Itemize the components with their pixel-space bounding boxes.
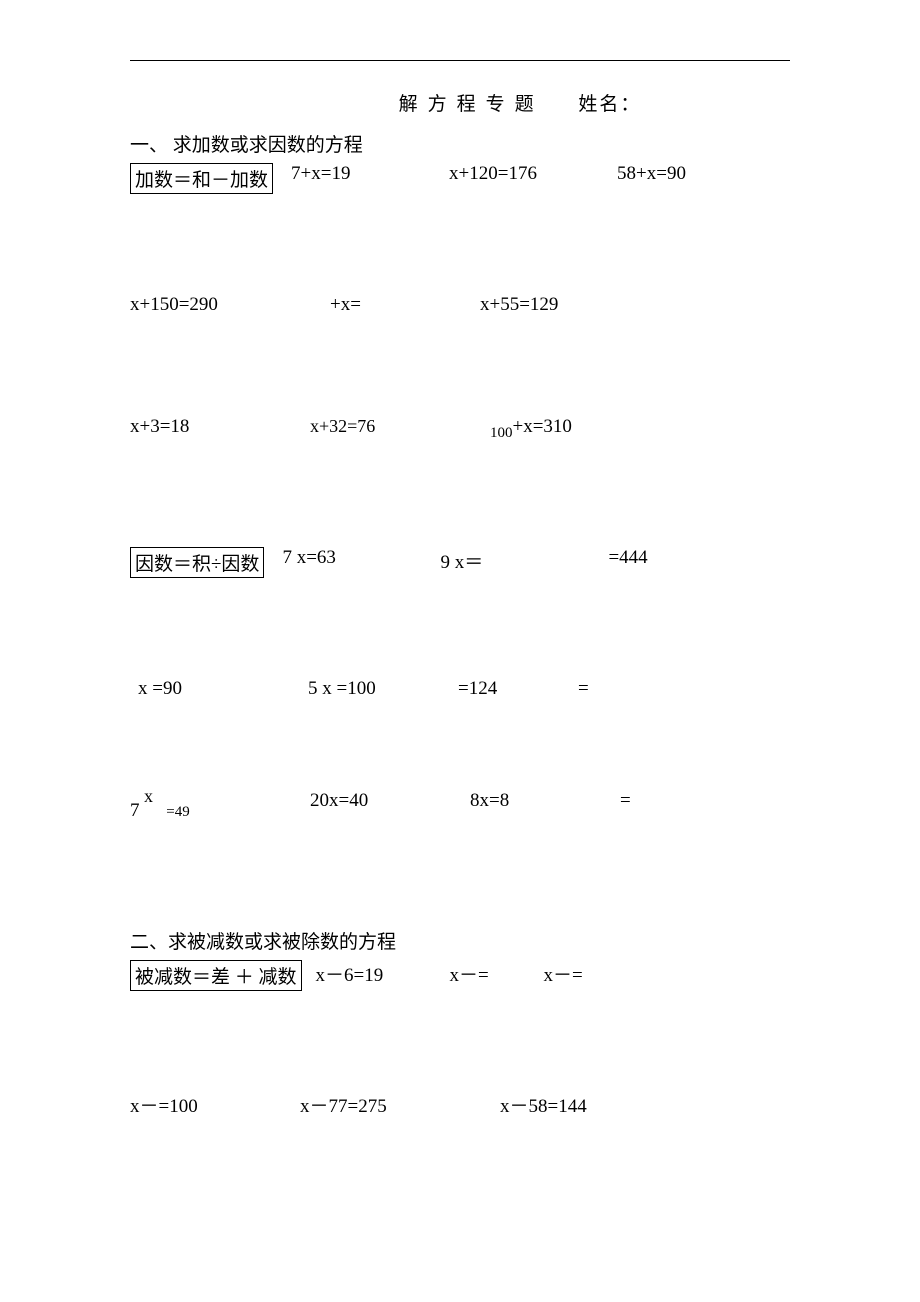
eq-prefix: 100 — [490, 425, 513, 441]
eq: 8x=8 — [470, 790, 620, 822]
eq-49: =49 — [166, 804, 189, 820]
eq: x－77=275 — [300, 1091, 500, 1118]
eq: x+120=176 — [449, 163, 599, 185]
document-page: 解方程专题 姓名： 一、 求加数或求因数的方程 加数＝和－加数 7+x=19 x… — [0, 0, 920, 1118]
rule3-row: 被减数＝差 ＋ 减数 x－6=19 x－= x－= — [130, 960, 790, 991]
top-rule — [130, 60, 790, 61]
eq: 58+x=90 — [617, 163, 686, 185]
eq: x+3=18 — [130, 416, 310, 442]
section1-heading: 一、 求加数或求因数的方程 — [130, 130, 790, 157]
eq: x－6=19 — [316, 960, 436, 987]
eq: 100+x=310 — [490, 416, 572, 442]
eq: 9 x＝ — [440, 547, 590, 574]
eq: x+32=76 — [310, 416, 490, 442]
eq-x: x — [144, 786, 153, 807]
rule2-box: 因数＝积÷因数 — [130, 547, 264, 578]
title-row: 解方程专题 姓名： — [130, 89, 790, 116]
rule2-row: 因数＝积÷因数 7 x=63 9 x＝ =444 — [130, 547, 790, 578]
eq-7: 7 — [130, 800, 140, 821]
eq: 7+x=19 — [291, 163, 431, 185]
rule1-row: 加数＝和－加数 7+x=19 x+120=176 58+x=90 — [130, 163, 790, 194]
eq-suffix: +x=310 — [513, 416, 572, 437]
eq: 5 x =100 — [308, 678, 458, 700]
section2-heading: 二、求被减数或求被除数的方程 — [130, 927, 790, 954]
eq: x+55=129 — [480, 294, 558, 316]
eq-row: x+150=290 +x= x+55=129 — [130, 294, 790, 316]
eq: =444 — [608, 547, 647, 569]
rule1-box: 加数＝和－加数 — [130, 163, 273, 194]
eq: x+150=290 — [130, 294, 330, 316]
rule3-box: 被减数＝差 ＋ 减数 — [130, 960, 302, 991]
eq: x－= — [544, 960, 583, 987]
eq: 20x=40 — [310, 790, 470, 822]
eq: x－= — [450, 960, 530, 987]
eq: +x= — [330, 294, 480, 316]
name-label: 姓名： — [578, 94, 641, 115]
doc-title: 解方程专题 — [399, 94, 544, 115]
eq-row: x =90 5 x =100 =124 = — [130, 678, 790, 700]
eq: x－=100 — [130, 1091, 300, 1118]
eq-row: x+3=18 x+32=76 100+x=310 — [130, 416, 790, 442]
eq: 7 x =49 — [130, 800, 310, 822]
eq: = — [578, 678, 589, 700]
eq: x =90 — [138, 678, 308, 700]
eq: x－58=144 — [500, 1091, 587, 1118]
eq: 7 x=63 — [282, 547, 422, 569]
eq-row: x－=100 x－77=275 x－58=144 — [130, 1091, 790, 1118]
eq: =124 — [458, 678, 578, 700]
eq-row: 7 x =49 20x=40 8x=8 = — [130, 800, 790, 822]
eq: = — [620, 790, 631, 822]
